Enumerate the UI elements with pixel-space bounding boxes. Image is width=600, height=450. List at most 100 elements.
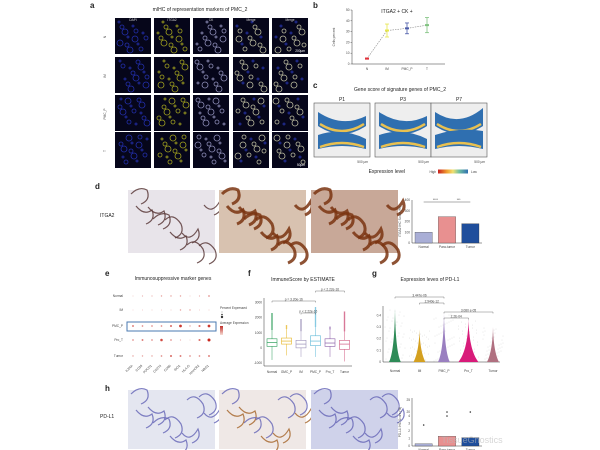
cell-signal xyxy=(300,77,304,81)
jitter-point xyxy=(466,335,467,337)
cell-signal xyxy=(158,119,166,127)
x-tick-label: Tumor xyxy=(466,245,476,249)
cell-signal xyxy=(137,81,141,85)
cell-signal xyxy=(281,28,287,34)
cell-signal xyxy=(222,122,226,126)
tissue-gland xyxy=(335,417,354,434)
jitter-point xyxy=(496,352,498,354)
jitter-point xyxy=(396,321,398,323)
x-tick-label: GMC_P xyxy=(281,370,292,374)
jitter-point xyxy=(485,361,487,363)
jitter-point xyxy=(486,350,488,352)
gene-label: PDCD1 xyxy=(142,364,153,375)
jitter-point xyxy=(427,361,428,363)
cell-signal xyxy=(143,119,151,127)
mihc-image xyxy=(272,57,308,93)
jitter-point xyxy=(433,360,435,362)
y-tick-label: -1000 xyxy=(254,361,262,365)
tissue-gland xyxy=(313,388,332,405)
cell-signal xyxy=(274,35,278,39)
comparison-bracket xyxy=(300,312,316,315)
cell-signal xyxy=(300,159,306,165)
cell-signal xyxy=(276,66,280,70)
dot xyxy=(170,295,172,297)
ihc-image xyxy=(128,390,215,449)
dot xyxy=(179,295,182,297)
outlier-point xyxy=(469,411,472,413)
cell-signal xyxy=(290,81,298,89)
cell-signal xyxy=(145,137,149,141)
y-tick-label: 2000 xyxy=(255,316,262,320)
tissue-gland xyxy=(225,205,246,226)
y-tick-label: 0 xyxy=(348,62,350,66)
cell-signal xyxy=(285,81,289,85)
p-value: 3.080 e-05 xyxy=(461,308,476,312)
panel-label: g xyxy=(372,269,377,278)
jitter-point xyxy=(444,323,446,325)
jitter-point xyxy=(403,333,405,335)
cell-signal xyxy=(247,119,255,127)
jitter-point xyxy=(428,353,429,355)
dot xyxy=(170,309,172,311)
dot xyxy=(189,325,191,327)
cell-signal xyxy=(297,63,303,69)
y-tick-label: 20 xyxy=(406,410,410,414)
cell-signal xyxy=(124,97,132,105)
comparison-bracket xyxy=(315,290,345,293)
cell-signal xyxy=(274,119,280,125)
cell-signal xyxy=(196,63,204,71)
jitter-point xyxy=(473,339,474,341)
cell-signal xyxy=(293,39,301,47)
cell-signal xyxy=(164,63,170,69)
jitter-point xyxy=(428,338,429,340)
tissue-gland xyxy=(130,188,149,205)
dot xyxy=(198,295,201,297)
jitter-point xyxy=(433,318,435,320)
chart-title: Expression leves of PD-L1 xyxy=(401,277,460,283)
cell-signal xyxy=(121,155,125,159)
cell-signal xyxy=(278,152,286,160)
cell-signal xyxy=(143,35,149,41)
box xyxy=(339,340,350,350)
comparison-bracket xyxy=(443,311,494,314)
tissue-gland xyxy=(181,427,200,444)
cell-signal xyxy=(223,159,227,163)
cell-signal xyxy=(279,24,283,28)
cell-signal xyxy=(175,35,183,43)
cell-signal xyxy=(194,141,202,149)
cell-signal xyxy=(234,70,240,76)
cell-signal xyxy=(261,148,267,154)
jitter-point xyxy=(466,338,467,340)
tissue-gland xyxy=(130,388,149,405)
jitter-point xyxy=(401,322,403,324)
jitter-point xyxy=(435,317,437,319)
cell-signal xyxy=(236,74,244,82)
legend-low: Low xyxy=(471,170,478,174)
cell-signal xyxy=(273,134,281,142)
jitter-point xyxy=(459,340,460,342)
jitter-point xyxy=(395,324,397,326)
gene-label: IDO1 xyxy=(173,364,181,372)
cell-signal xyxy=(165,28,173,36)
cell-signal xyxy=(162,141,168,147)
scale-bar: 500 μm xyxy=(418,160,429,164)
cell-signal xyxy=(257,97,265,105)
jitter-point xyxy=(473,336,474,338)
cell-signal xyxy=(215,85,223,93)
cell-signal xyxy=(159,74,165,80)
chart-title: ITGA2 + CK + xyxy=(381,9,412,15)
cell-signal xyxy=(176,74,184,82)
gene-label: NRG1 xyxy=(201,364,210,373)
cell-signal xyxy=(118,59,122,63)
jitter-point xyxy=(409,337,410,339)
cell-signal xyxy=(260,85,268,93)
p-value: 2.940e-12 xyxy=(425,299,440,303)
dot xyxy=(179,324,182,328)
mihc-image xyxy=(193,132,229,168)
tissue-gland xyxy=(330,406,349,426)
bar xyxy=(461,437,480,447)
jitter-point xyxy=(482,338,484,340)
cell-signal xyxy=(137,63,145,71)
jitter-point xyxy=(442,331,444,333)
cell-signal xyxy=(283,159,287,163)
